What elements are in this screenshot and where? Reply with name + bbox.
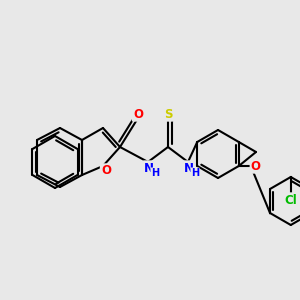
Text: H: H [191,168,199,178]
Text: N: N [144,161,154,175]
Text: O: O [251,160,261,172]
Text: O: O [101,164,111,178]
Text: O: O [133,107,143,121]
Text: S: S [164,107,172,121]
Text: Cl: Cl [284,194,297,206]
Text: H: H [151,168,159,178]
Text: N: N [184,161,194,175]
